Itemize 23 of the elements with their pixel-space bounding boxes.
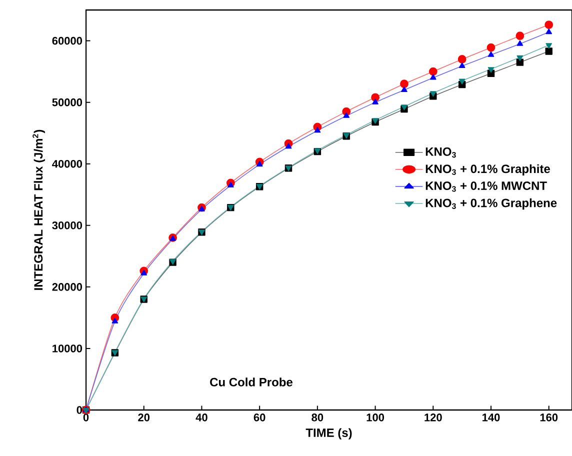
x-tick-label: 20 — [138, 414, 150, 422]
y-tick-label: 30000 — [52, 221, 82, 230]
x-tick-label: 0 — [83, 414, 89, 422]
x-tick-label: 160 — [540, 414, 558, 422]
legend-label: KNO$_{3}$ + 0.1% Graphene — [426, 198, 557, 210]
y-axis-title: INTEGRAL HEAT Flux (J/m$^{2}$) — [32, 130, 46, 290]
x-tick-label: 120 — [424, 414, 442, 422]
y-tick-label: 0 — [76, 406, 82, 414]
y-tick-label: 40000 — [52, 160, 82, 168]
y-tick-label: 60000 — [52, 36, 82, 45]
x-tick-label: 140 — [482, 414, 500, 422]
x-axis-title: TIME (s) — [306, 428, 352, 440]
annotation: Cu Cold Probe — [210, 378, 292, 386]
y-tick-label: 20000 — [52, 283, 82, 291]
legend-label: KNO$_{3}$ + 0.1% Graphite — [426, 164, 550, 176]
y-tick-label: 50000 — [52, 98, 82, 106]
x-tick-label: 60 — [254, 414, 266, 422]
x-tick-label: 100 — [366, 414, 384, 422]
legend-label: KNO$_{3}$ — [426, 147, 456, 158]
legend-label: KNO$_{3}$ + 0.1% MWCNT — [426, 182, 547, 192]
x-tick-label: 40 — [196, 414, 208, 422]
y-tick-label: 10000 — [52, 344, 82, 352]
x-tick-label: 80 — [312, 414, 324, 422]
